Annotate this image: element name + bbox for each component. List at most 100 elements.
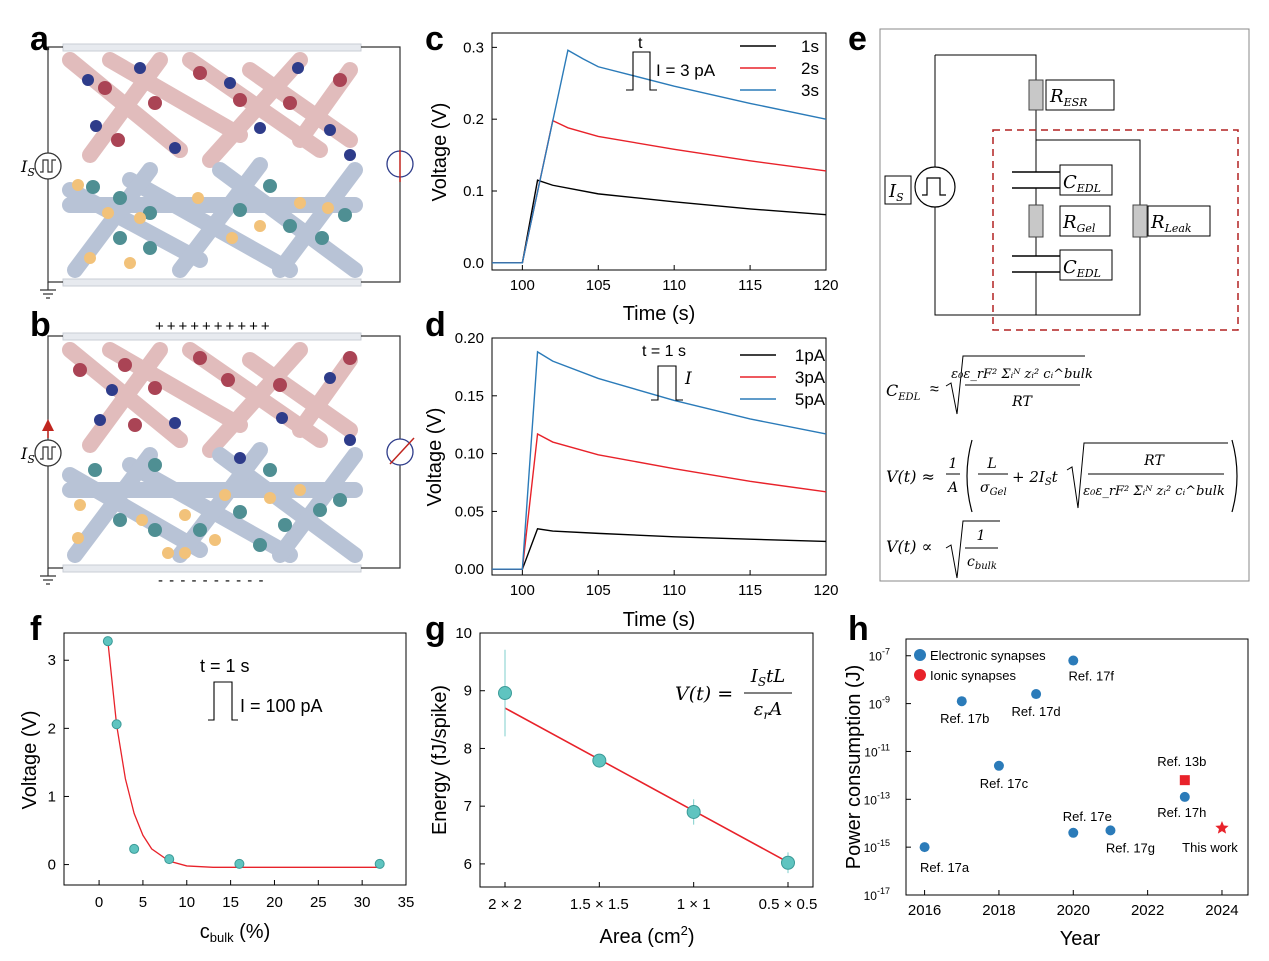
panel-c-letter: c — [425, 20, 444, 58]
series-line-3pA — [492, 432, 827, 570]
x-tick-label-c: 105 — [586, 277, 611, 294]
ylabel-c: Voltage (V) — [429, 103, 451, 202]
ticks-f: 0 5 10 15 20 25 30 35 0 1 2 3 — [48, 652, 415, 911]
ticks-d: 100 105 110 115 120 0.00 0.05 0.10 0.15 0.20 — [455, 330, 839, 599]
r-leak-label: RLeak — [1150, 212, 1192, 235]
x-tick-label-g: 2 × 2 — [488, 896, 522, 913]
data-point-h — [993, 760, 1004, 771]
xlabel-g: Area (cm2) — [599, 923, 694, 948]
point-label-h: Ref. 17f — [1069, 669, 1115, 684]
x-tick-label-d: 105 — [586, 582, 611, 599]
point-label-h: Ref. 17c — [980, 776, 1029, 791]
panel-f-letter: f — [30, 610, 42, 648]
source-label-a: IS — [20, 157, 35, 179]
panel-h-letter: h — [848, 610, 869, 648]
data-point-f — [129, 843, 140, 854]
legend-label-2s: 2s — [801, 59, 819, 78]
x-tick-label-f: 5 — [139, 894, 147, 911]
fit-line-g — [504, 707, 789, 863]
x-tick-label-h: 2018 — [982, 902, 1015, 919]
eq3-denominator: cbulk — [967, 554, 997, 572]
eq-num-g: IStL — [750, 666, 786, 689]
pulse-icon-f — [208, 681, 238, 721]
panel-h: h 2016 2018 2020 2022 2024 10-7 10-9 10-11 10-13… — [843, 610, 1249, 950]
y-tick-label-c: 0.0 — [463, 255, 484, 272]
eq2-sigma: σGel — [980, 480, 1007, 498]
data-point-h — [1179, 775, 1190, 786]
ylabel-h: Power consumption (J) — [843, 665, 865, 870]
c-edl-label-top: CEDL — [1063, 172, 1101, 195]
y-tick-label-d: 0.10 — [455, 446, 484, 463]
r-leak-label-box — [1147, 205, 1211, 237]
y-tick-label-h: 10-7 — [869, 647, 890, 664]
data-point-f — [164, 854, 175, 865]
series-line-5pA — [492, 350, 827, 570]
panel-e-letter: e — [848, 20, 867, 58]
ions-a — [72, 62, 356, 269]
x-tick-label-d: 115 — [738, 582, 762, 599]
x-tick-label-c: 100 — [510, 277, 535, 294]
y-tick-label-c: 0.2 — [463, 111, 484, 128]
y-tick-label-d: 0.05 — [455, 503, 484, 520]
series-c — [492, 49, 827, 264]
data-point-h — [1068, 827, 1079, 838]
edl-dashed-box — [992, 129, 1239, 331]
panel-g-letter: g — [425, 610, 446, 648]
eq2-rt: RT — [1143, 453, 1165, 469]
r-gel-label: RGel — [1062, 212, 1096, 235]
eq2-l: L — [986, 456, 996, 472]
y-tick-exponent-h: -7 — [882, 647, 890, 657]
pulse-icon-b — [40, 446, 56, 460]
r-esr-label-box — [1045, 79, 1115, 111]
y-tick-label-h: 10-17 — [864, 886, 890, 903]
y-tick-label-h: 10-15 — [864, 838, 890, 855]
pulse-icon-a — [40, 159, 56, 173]
x-tick-label-g: 0.5 × 0.5 — [759, 896, 818, 913]
eq2-paren-right — [1231, 439, 1238, 513]
resistor-gel — [1028, 204, 1044, 238]
data-point-f — [374, 858, 385, 869]
x-tick-label-c: 115 — [738, 277, 762, 294]
eq2-area: A — [946, 480, 958, 496]
x-tick-label-d: 100 — [510, 582, 535, 599]
ylabel-g: Energy (fJ/spike) — [429, 685, 451, 835]
x-tick-label-f: 15 — [222, 894, 239, 911]
x-tick-label-h: 2022 — [1131, 902, 1164, 919]
y-tick-exponent-h: -9 — [882, 695, 890, 705]
data-point-h — [1068, 655, 1079, 666]
data-point-g — [686, 804, 701, 819]
eq2-sqrt — [1066, 442, 1228, 509]
x-tick-label-f: 20 — [266, 894, 283, 911]
bottom-charges-b: - - - - - - - - - - — [158, 572, 264, 589]
resistor-esr — [1028, 79, 1044, 111]
data-point-f — [111, 719, 122, 730]
xlabel-c: Time (s) — [623, 303, 696, 325]
x-tick-label-c: 110 — [662, 277, 686, 294]
eq2-lhs: V(t) ≈ — [886, 467, 935, 486]
y-tick-label-g: 6 — [464, 856, 472, 873]
data-point-g — [781, 855, 795, 870]
legend-d: 1pA 3pA 5pA — [740, 346, 826, 409]
panel-e-frame — [879, 28, 1250, 582]
legend-label-5pA: 5pA — [795, 390, 826, 409]
series-h: Ref. 17a Ref. 17b Ref. 17c Ref. 17d Ref. 17f… — [919, 655, 1238, 875]
eq1-lhs: CEDL — [886, 381, 921, 403]
source-label-b: IS — [20, 444, 35, 466]
polymer-network-b — [62, 342, 363, 563]
series-g — [498, 649, 795, 874]
y-tick-label-f: 3 — [48, 652, 56, 669]
point-label-h: Ref. 17e — [1063, 809, 1112, 824]
panel-c: c 100 105 110 115 120 0.0 0.1 0.2 0.3 Time (s) V… — [425, 20, 839, 325]
pulse-icon-d — [651, 365, 683, 401]
y-tick-label-c: 0.3 — [463, 39, 484, 56]
is-label: IS — [888, 181, 904, 204]
point-label-h: Ref. 17d — [1012, 704, 1061, 719]
xlabel-f: cbulk (%) — [200, 921, 271, 945]
xlabel-d: Time (s) — [623, 609, 696, 631]
eq2-one: 1 — [949, 456, 958, 472]
legend-label-1pA: 1pA — [795, 346, 826, 365]
data-point-h — [1031, 689, 1042, 700]
series-line-3s — [492, 49, 827, 264]
inset-label-d: I — [684, 369, 692, 389]
